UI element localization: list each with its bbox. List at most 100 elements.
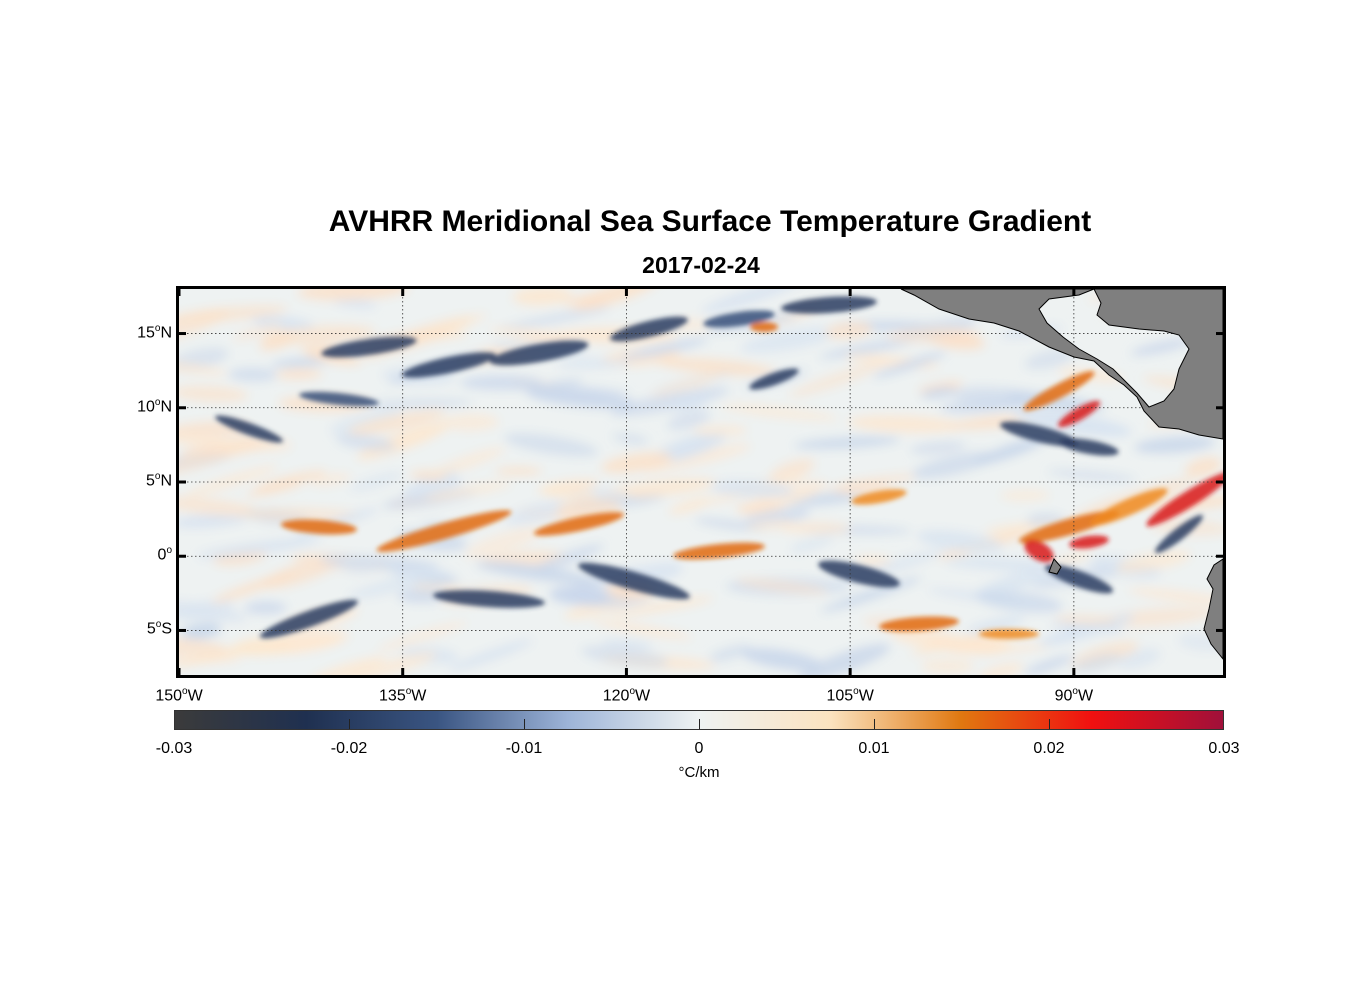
gradient-streak xyxy=(650,372,720,399)
gradient-streak xyxy=(720,404,839,421)
gradient-streak xyxy=(601,452,673,473)
gradient-streak xyxy=(978,662,1024,675)
gradient-front xyxy=(281,519,357,535)
gradient-streak xyxy=(581,645,669,668)
gradient-streak xyxy=(1128,588,1223,607)
gradient-streak xyxy=(642,444,751,473)
gradient-field-features xyxy=(215,296,1223,639)
gradient-front xyxy=(703,310,775,328)
gradient-streak xyxy=(916,530,1004,553)
gradient-streak xyxy=(504,433,599,457)
gradient-streak xyxy=(1134,436,1216,454)
gradient-front xyxy=(299,391,379,407)
colorbar-tick-mark xyxy=(699,719,700,729)
gradient-streak xyxy=(1024,655,1074,675)
colorbar-tick-label: 0.02 xyxy=(1033,740,1065,757)
gradient-streak xyxy=(886,326,980,343)
gradient-streak xyxy=(365,398,473,409)
gradient-streak xyxy=(181,622,222,640)
gradient-front xyxy=(749,368,799,390)
gradient-streak xyxy=(1117,648,1161,669)
colorbar-tick-mark xyxy=(349,719,350,729)
gradient-streak xyxy=(920,387,957,399)
gradient-streak xyxy=(464,526,543,558)
map-area[interactable] xyxy=(176,286,1226,678)
gradient-streak xyxy=(744,480,827,513)
gradient-front xyxy=(533,512,625,536)
lat-label: 10oN xyxy=(137,397,172,416)
lon-label: 105oW xyxy=(826,686,873,705)
gradient-front xyxy=(402,352,496,378)
gradient-streak xyxy=(655,357,776,376)
gradient-front xyxy=(673,542,765,560)
degree-symbol: o xyxy=(154,322,161,334)
colorbar-tick-label: 0 xyxy=(694,740,704,757)
label-hemisphere: N xyxy=(160,323,172,341)
gradient-front xyxy=(1069,535,1109,549)
gradient-streak xyxy=(976,590,1063,613)
gradient-streak xyxy=(505,500,571,526)
gradient-streak xyxy=(790,534,834,554)
label-degree: 150 xyxy=(155,687,183,705)
label-hemisphere: W xyxy=(635,687,651,705)
gradient-streak xyxy=(308,656,386,675)
colorbar-tick-label: 0.01 xyxy=(858,740,890,757)
gradient-streak xyxy=(233,322,284,340)
gradient-front xyxy=(1058,400,1100,428)
gradient-streak xyxy=(556,359,630,369)
gradient-front xyxy=(376,510,512,552)
gradient-front xyxy=(260,599,358,639)
gradient-streak xyxy=(1000,490,1050,501)
label-hemisphere: W xyxy=(411,687,427,705)
gradient-streak xyxy=(275,368,323,380)
lat-label: 15oN xyxy=(137,323,172,342)
gradient-streak xyxy=(794,436,901,449)
land-south-america xyxy=(1203,558,1223,660)
gradient-streak xyxy=(244,601,287,615)
gradient-streak xyxy=(329,408,401,436)
colorbar-tick-label: -0.03 xyxy=(155,740,193,757)
gradient-streak xyxy=(245,482,302,497)
gradient-streak xyxy=(475,561,599,584)
label-degree: 5 xyxy=(145,472,155,490)
gradient-streak xyxy=(1024,348,1075,370)
gradient-streak xyxy=(211,569,302,603)
gradient-streak xyxy=(348,410,446,435)
degree-symbol: o xyxy=(155,619,162,631)
label-degree: 5 xyxy=(146,620,156,638)
lat-label: 5oS xyxy=(147,619,172,638)
gradient-streak xyxy=(448,639,534,672)
gradient-front xyxy=(489,340,589,366)
gradient-front xyxy=(1023,371,1095,411)
lon-label: 90oW xyxy=(1055,686,1093,705)
gradient-front xyxy=(818,560,900,588)
gradient-streak xyxy=(512,289,573,306)
label-degree: 90 xyxy=(1054,687,1073,705)
gradient-streak xyxy=(179,513,248,528)
gradient-front xyxy=(1155,514,1203,554)
gradient-streak xyxy=(494,467,543,476)
label-degree: 10 xyxy=(137,398,155,416)
gradient-streak xyxy=(741,326,840,353)
gradient-front xyxy=(321,336,417,358)
label-hemisphere: W xyxy=(187,687,203,705)
label-hemisphere: W xyxy=(1077,687,1094,705)
gradient-streak xyxy=(592,620,693,640)
gradient-streak xyxy=(441,413,499,431)
gradient-front xyxy=(1059,438,1119,456)
label-degree: 15 xyxy=(137,323,155,341)
gradient-streak xyxy=(263,325,375,345)
gradient-streak xyxy=(848,415,964,433)
gradient-front xyxy=(1090,488,1168,526)
gradient-streak xyxy=(819,338,915,359)
gradient-streak xyxy=(297,289,410,301)
degree-symbol: o xyxy=(629,686,635,697)
lat-label: 0o xyxy=(158,545,172,564)
gradient-streak xyxy=(418,313,488,339)
sst-gradient-map xyxy=(179,289,1223,675)
gradient-streak xyxy=(526,388,637,409)
colorbar-tick-mark xyxy=(1049,719,1050,729)
degree-symbol: o xyxy=(405,686,412,697)
lon-label: 150oW xyxy=(155,686,202,705)
gradient-streak xyxy=(179,655,243,664)
